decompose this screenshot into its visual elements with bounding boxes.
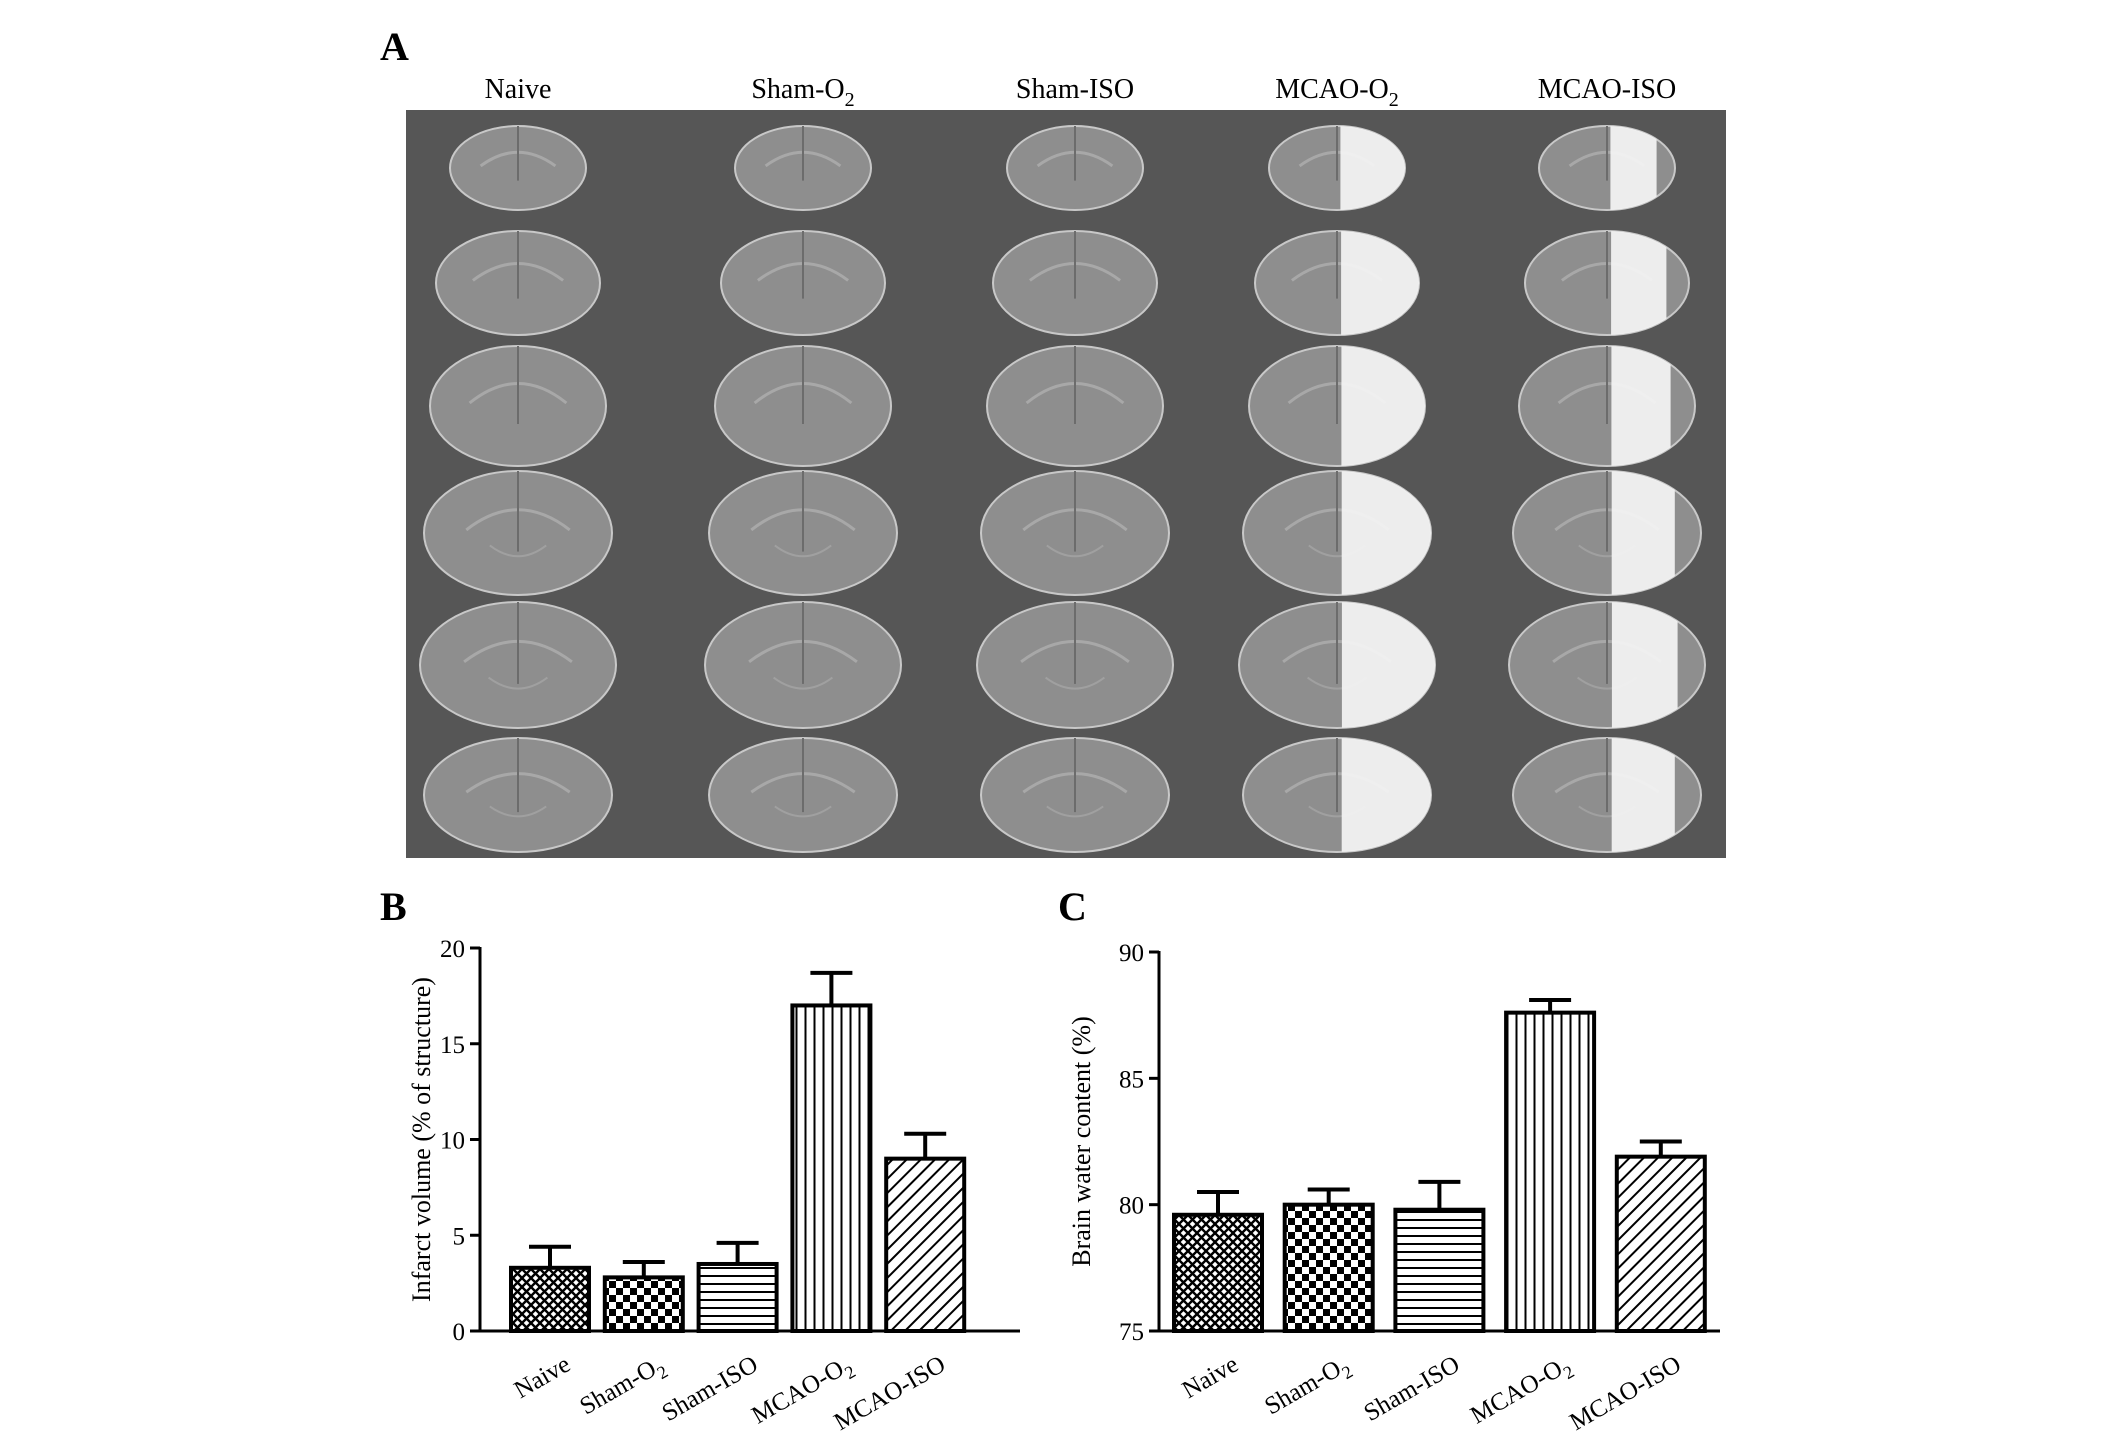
x-tick-label: Sham-ISO (1359, 1351, 1464, 1427)
brain-slice (1524, 230, 1690, 336)
bar (696, 1261, 779, 1333)
bar (509, 1265, 591, 1334)
brain-slice (980, 737, 1170, 853)
panel-a-column-label: Sham-ISO (1016, 74, 1134, 105)
brain-slice (419, 601, 617, 729)
brain-slice (992, 230, 1158, 336)
panel-c-brain-water-chart: C 75 80 85 90 Brain water content (%) Naive Sh… (1058, 884, 1720, 1436)
brain-slice (714, 345, 892, 467)
brain-slice (708, 470, 898, 596)
x-tick-label: Sham-O2 (1260, 1351, 1356, 1425)
x-tick-label: MCAO-ISO (1565, 1351, 1686, 1436)
bar (1504, 1010, 1597, 1333)
x-tick-label: MCAO-O2 (1466, 1351, 1578, 1434)
x-tick-label: Naive (1178, 1351, 1243, 1404)
brain-slice (435, 230, 601, 336)
brain-slice (976, 601, 1174, 729)
panel-b-letter: B (380, 884, 407, 929)
brain-slice (1512, 737, 1702, 853)
bar (1172, 1212, 1264, 1333)
x-tick-label: Sham-ISO (658, 1351, 763, 1427)
brain-slice (720, 230, 886, 336)
panel-a-column-label: MCAO-O2 (1275, 74, 1399, 111)
y-tick-label: 0 (453, 1319, 466, 1346)
y-tick-label: 10 (440, 1128, 465, 1155)
panel-a-brain-sections: A Naive Sham-O2 Sham-ISO MCAO-O2 MCAO-ISO (380, 24, 1726, 858)
bar (1614, 1154, 1707, 1334)
brain-slice (1006, 125, 1144, 211)
y-tick-label: 85 (1119, 1066, 1144, 1093)
panel-a-letter: A (380, 24, 409, 69)
brain-slice (1268, 125, 1406, 211)
brain-slice (734, 125, 872, 211)
y-tick-label: 75 (1119, 1319, 1144, 1346)
bar (1282, 1202, 1375, 1333)
y-tick-label: 20 (440, 936, 465, 963)
y-axis-title: Infarct volume (% of structure) (407, 977, 436, 1302)
bar (602, 1275, 685, 1334)
brain-slice (423, 470, 613, 596)
y-tick-label: 80 (1119, 1193, 1144, 1220)
brain-slice (704, 601, 902, 729)
brain-slice (708, 737, 898, 853)
panel-a-column-label: Sham-O2 (751, 74, 854, 111)
brain-slice (980, 470, 1170, 596)
brain-slice (423, 737, 613, 853)
y-tick-label: 15 (440, 1032, 465, 1059)
y-tick-label: 5 (453, 1223, 466, 1250)
brain-slice (986, 345, 1164, 467)
x-tick-label: Sham-O2 (575, 1351, 671, 1425)
bar (790, 1003, 873, 1333)
y-axis-title: Brain water content (%) (1067, 1016, 1096, 1267)
bar (1393, 1207, 1486, 1333)
brain-slice (1518, 345, 1696, 467)
panel-a-column-label: Naive (485, 74, 552, 105)
panel-a-column-headers: Naive Sham-O2 Sham-ISO MCAO-O2 MCAO-ISO (485, 74, 1677, 111)
bar (884, 1156, 967, 1334)
x-tick-label: Naive (510, 1351, 575, 1404)
brain-slices (419, 125, 1706, 853)
brain-slice (1508, 601, 1706, 729)
y-tick-label: 90 (1119, 940, 1144, 967)
brain-slice (1512, 470, 1702, 596)
brain-slice (449, 125, 587, 211)
panel-c-letter: C (1058, 884, 1087, 929)
panel-a-column-label: MCAO-ISO (1538, 74, 1676, 105)
brain-slice (1538, 125, 1676, 211)
brain-water-content-bar-chart: 75 80 85 90 Brain water content (%) Naive Sham… (1067, 940, 1720, 1436)
brain-slice (429, 345, 607, 467)
